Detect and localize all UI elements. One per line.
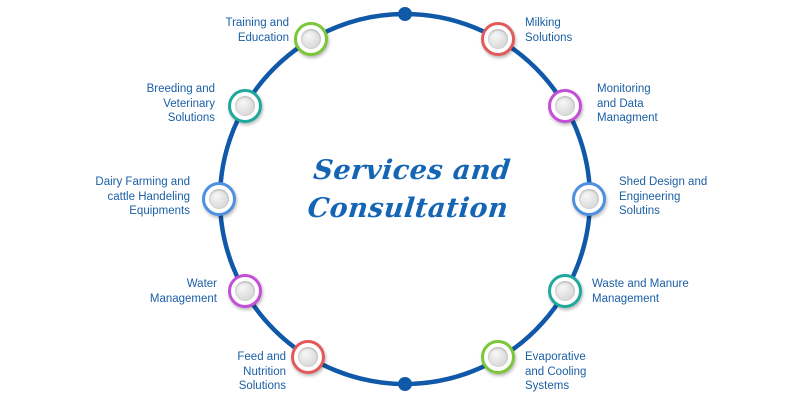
- label-milking-solutions: Milking Solutions: [525, 16, 572, 45]
- label-line: Dairy Farming and: [95, 176, 190, 188]
- ring-bottom-dot: [398, 377, 412, 391]
- node-breeding-and-veterinary-solutions: [228, 89, 262, 123]
- node-inner-disc: [488, 29, 508, 49]
- center-title-line-2: Consultation: [306, 193, 510, 224]
- node-inner-disc: [301, 29, 321, 49]
- label-water-management: Water Management: [150, 277, 217, 306]
- label-line: Training and: [225, 17, 289, 29]
- label-line: and Data: [597, 97, 644, 110]
- node-shed-design-and-engineering-solutins: [572, 182, 606, 216]
- node-waste-and-manure-management: [548, 274, 582, 308]
- label-line: Systems: [525, 380, 570, 392]
- label-line: Water: [186, 278, 217, 290]
- node-inner-disc: [555, 96, 575, 116]
- label-evaporative-and-cooling-systems: Evaporative and Cooling Systems: [525, 350, 586, 394]
- node-water-management: [228, 274, 262, 308]
- label-shed-design-and-engineering-solutins: Shed Design and Engineering Solutins: [619, 175, 707, 219]
- label-line: Managment: [597, 112, 658, 124]
- label-line: Breeding and: [146, 83, 215, 95]
- label-line: Equipments: [129, 205, 190, 217]
- label-waste-and-manure-management: Waste and Manure Management: [592, 277, 689, 306]
- center-title-line-1: Services and: [311, 155, 513, 186]
- label-line: Education: [237, 31, 289, 44]
- label-feed-and-nutrition-solutions: Feed and Nutrition Solutions: [237, 350, 286, 394]
- ring-top-dot: [398, 7, 412, 21]
- node-inner-disc: [298, 347, 318, 367]
- label-line: Evaporative: [525, 351, 586, 363]
- node-monitoring-and-data-managment: [548, 89, 582, 123]
- label-line: Solutions: [167, 112, 215, 124]
- label-line: Management: [149, 292, 217, 305]
- node-inner-disc: [235, 96, 255, 116]
- label-line: Engineering: [619, 190, 681, 203]
- label-line: Veterinary: [163, 97, 215, 110]
- node-dairy-farming-and-cattle-handeling-equipments: [202, 182, 236, 216]
- node-inner-disc: [555, 281, 575, 301]
- node-training-and-education: [294, 22, 328, 56]
- label-line: Nutrition: [243, 365, 286, 378]
- node-inner-disc: [579, 189, 599, 209]
- label-dairy-farming-and-cattle-handeling-equipments: Dairy Farming and cattle Handeling Equipme…: [95, 175, 190, 219]
- node-inner-disc: [209, 189, 229, 209]
- node-inner-disc: [235, 281, 255, 301]
- label-line: cattle Handeling: [107, 190, 190, 203]
- label-line: Solutions: [525, 31, 573, 44]
- label-line: Feed and: [237, 351, 286, 363]
- node-inner-disc: [488, 347, 508, 367]
- label-monitoring-and-data-managment: Monitoring and Data Managment: [597, 82, 658, 126]
- label-line: Solutions: [238, 380, 286, 392]
- label-line: Shed Design and: [619, 176, 708, 188]
- node-feed-and-nutrition-solutions: [291, 340, 325, 374]
- node-milking-solutions: [481, 22, 515, 56]
- label-line: Monitoring: [597, 83, 651, 95]
- center-title: Services and Consultation: [291, 152, 529, 228]
- label-line: Waste and Manure: [592, 278, 689, 290]
- label-line: Milking: [525, 17, 561, 29]
- label-training-and-education: Training and Education: [225, 16, 289, 45]
- node-evaporative-and-cooling-systems: [481, 340, 515, 374]
- label-line: Solutins: [619, 205, 660, 217]
- label-breeding-and-veterinary-solutions: Breeding and Veterinary Solutions: [147, 82, 215, 126]
- label-line: and Cooling: [525, 365, 587, 378]
- label-line: Management: [592, 292, 660, 305]
